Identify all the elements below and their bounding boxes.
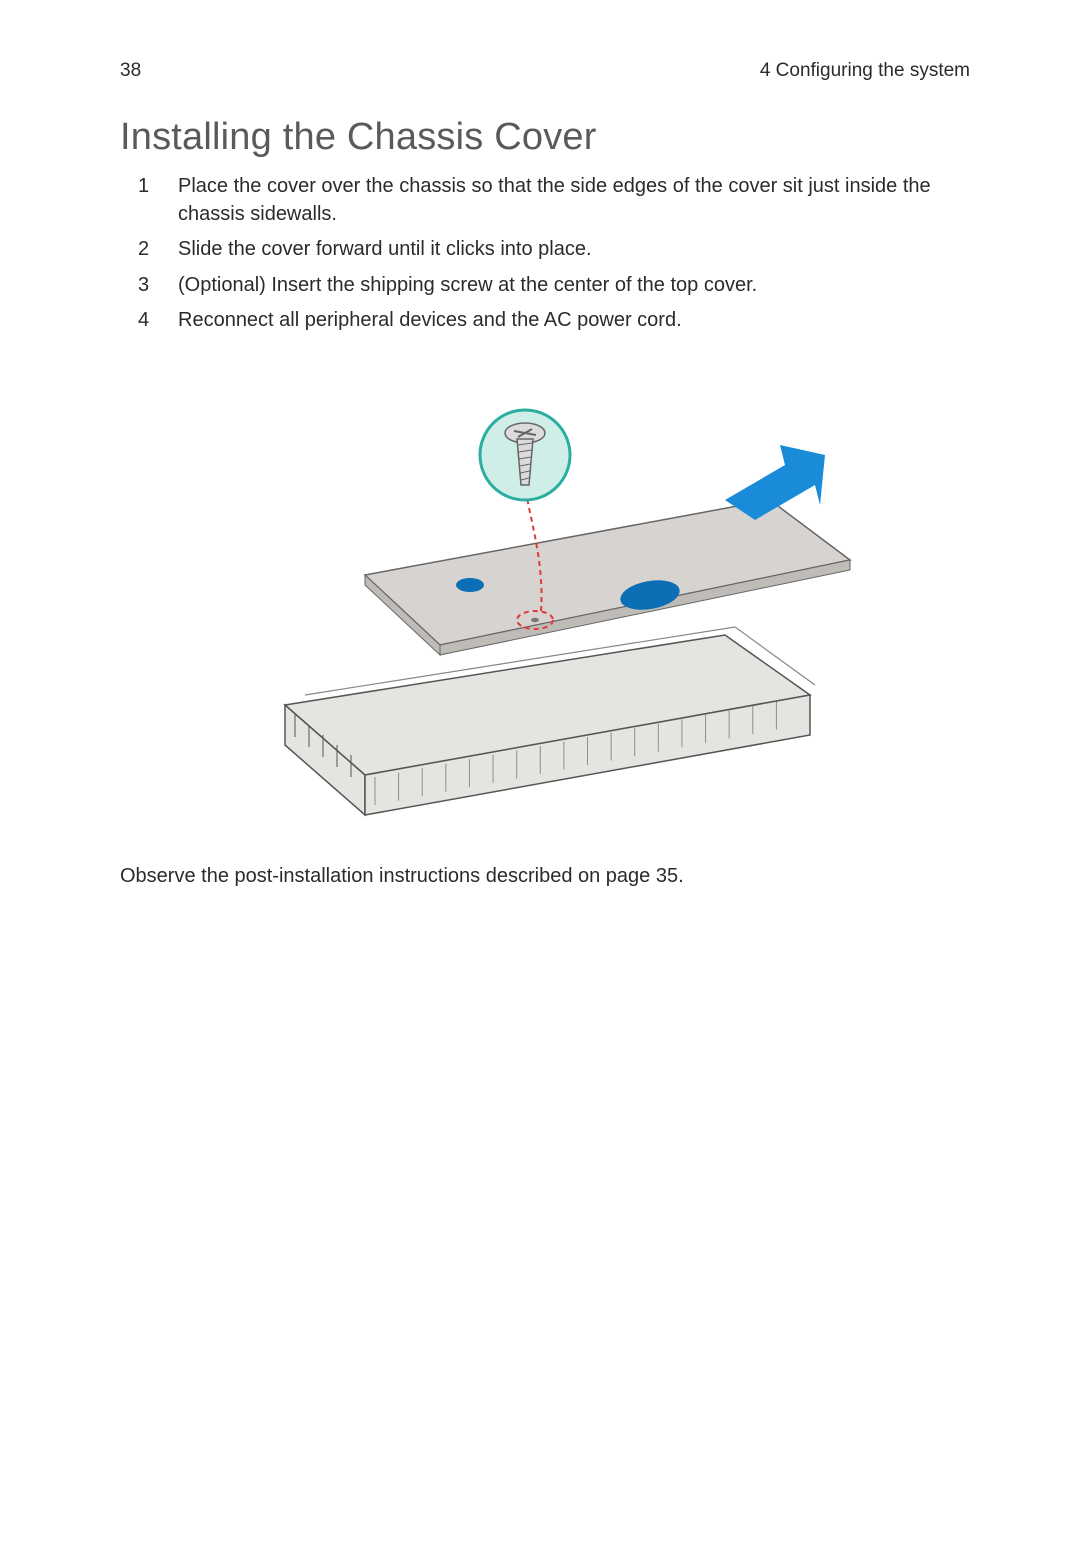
step-number: 2 xyxy=(120,236,178,264)
step-text: Place the cover over the chassis so that… xyxy=(178,173,970,228)
step-text: (Optional) Insert the shipping screw at … xyxy=(178,272,970,300)
step-text: Slide the cover forward until it clicks … xyxy=(178,236,970,264)
post-install-note: Observe the post-installation instructio… xyxy=(120,865,970,888)
page-number: 38 xyxy=(120,60,141,82)
section-title: Installing the Chassis Cover xyxy=(120,116,970,159)
step-number: 3 xyxy=(120,272,178,300)
chapter-label: 4 Configuring the system xyxy=(760,60,970,82)
step-item: 4 Reconnect all peripheral devices and t… xyxy=(120,307,970,335)
step-number: 4 xyxy=(120,307,178,335)
step-item: 2 Slide the cover forward until it click… xyxy=(120,236,970,264)
installation-figure xyxy=(120,385,970,825)
step-item: 3 (Optional) Insert the shipping screw a… xyxy=(120,272,970,300)
page-header: 38 4 Configuring the system xyxy=(120,60,970,82)
step-number: 1 xyxy=(120,173,178,228)
chassis-diagram-icon xyxy=(225,385,865,825)
step-item: 1 Place the cover over the chassis so th… xyxy=(120,173,970,228)
steps-list: 1 Place the cover over the chassis so th… xyxy=(120,173,970,335)
document-page: 38 4 Configuring the system Installing t… xyxy=(0,0,1080,1549)
step-text: Reconnect all peripheral devices and the… xyxy=(178,307,970,335)
